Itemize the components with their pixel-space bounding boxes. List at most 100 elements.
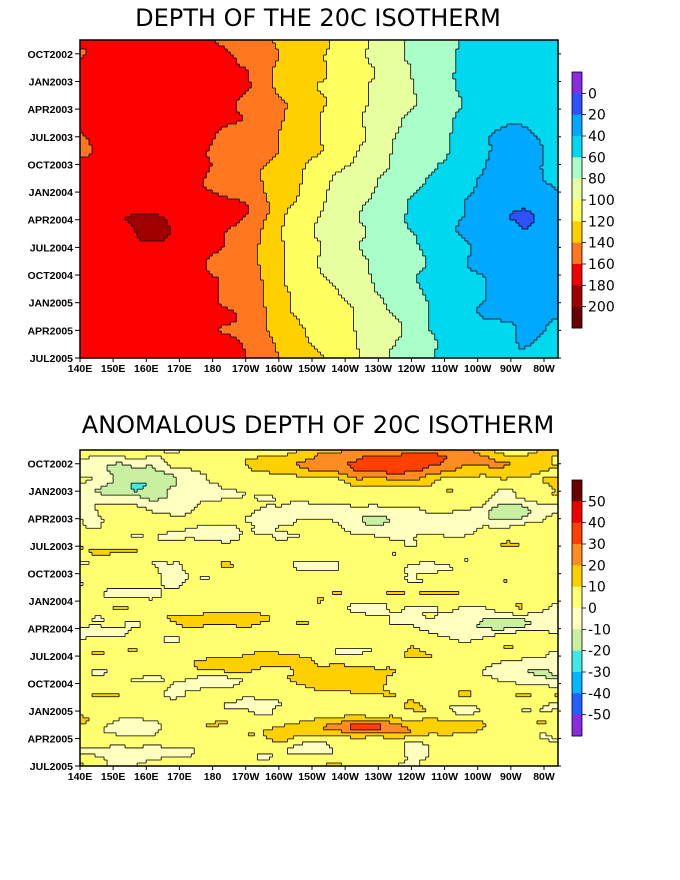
contour-band [389,666,487,671]
contour-band [80,570,159,574]
contour-band [80,474,114,478]
contour-band [389,166,439,170]
contour-band [455,52,559,56]
contour-band [518,346,526,350]
contour-band [206,657,313,662]
contour-band [218,483,352,487]
contour-band [263,298,292,302]
contour-band [278,130,322,134]
contour-band [392,142,451,146]
contour-band [116,462,123,466]
contour-band [284,115,322,119]
contour-band [80,585,165,590]
contour-band [458,606,487,611]
contour-band [344,480,436,484]
contour-band [539,732,547,737]
contour-band [464,558,469,562]
contour-band [437,343,520,347]
contour-band [464,208,523,212]
contour-band [416,190,475,194]
x-tick-label: 100W [464,771,492,783]
contour-band [362,115,406,119]
contour-band [374,283,421,287]
contour-band [278,352,322,356]
contour-band [92,651,105,656]
contour-band [455,61,559,65]
contour-band [488,151,544,155]
contour-band [80,319,237,323]
contour-band [482,525,490,529]
contour-band [524,624,559,629]
contour-band [443,160,487,164]
contour-band [458,591,559,596]
contour-band [80,486,102,490]
contour-band [410,76,454,80]
contour-band [215,40,273,44]
contour-band [524,208,559,212]
contour-band [548,738,559,743]
contour-band [245,67,274,71]
contour-band [365,49,406,53]
contour-band [371,64,412,68]
contour-band [305,328,355,332]
contour-band [518,343,532,347]
contour-band [218,301,264,305]
contour-band [428,322,514,326]
legend-label: 120 [588,214,615,230]
contour-band [368,46,406,50]
contour-band [80,690,165,695]
contour-band [296,567,340,571]
contour-band [338,289,376,293]
contour-band [317,88,370,92]
contour-band [170,486,222,490]
legend-label: -50 [588,708,611,724]
contour-band [233,310,267,314]
contour-band [89,456,126,460]
contour-band [404,540,418,544]
y-tick-label: APR2003 [27,514,73,526]
contour-band [206,268,261,272]
contour-band [197,666,261,671]
contour-band [353,325,403,329]
contour-band [323,145,361,149]
contour-band [527,513,553,517]
contour-band [530,343,559,347]
contour-band [548,669,559,674]
contour-band [512,211,532,215]
contour-band [200,471,270,475]
contour-band [419,702,550,707]
contour-band [476,181,547,185]
contour-band [431,654,547,659]
contour-band [320,136,367,140]
contour-band [260,172,304,176]
contour-band [470,250,559,254]
contour-band [131,483,147,487]
contour-band [332,747,406,752]
contour-band [416,274,484,278]
contour-band [344,166,391,170]
x-tick-label: 140W [331,771,359,783]
contour-band [275,705,406,710]
contour-band [80,274,213,278]
x-tick-label: 170W [232,771,260,783]
contour-band [422,741,559,746]
contour-band [542,477,559,481]
contour-band [266,735,295,740]
contour-band [218,250,258,254]
contour-band [278,49,328,53]
contour-band [365,735,385,740]
contour-band [80,223,132,227]
contour-band [137,762,328,767]
contour-band [206,723,219,728]
legend-label: 20 [588,558,606,574]
contour-band [242,115,286,119]
contour-band [530,474,559,478]
contour-band [485,289,559,293]
contour-band [329,184,379,188]
contour-band [308,501,487,505]
contour-band [551,603,559,608]
contour-band [509,217,535,221]
contour-band [476,729,559,734]
contour-band [407,205,466,209]
